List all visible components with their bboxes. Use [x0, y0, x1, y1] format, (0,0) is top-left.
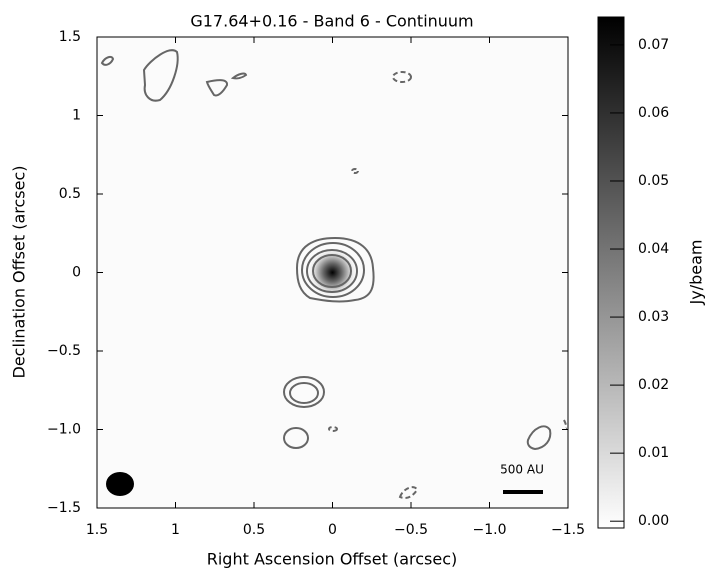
y-tick-label: −0.5: [47, 343, 81, 359]
colorbar-tick-label: 0.07: [638, 37, 669, 53]
colorbar-tick-label: 0.06: [638, 105, 669, 121]
contours: [100, 49, 568, 500]
x-tick-label: −0.5: [394, 522, 428, 538]
y-axis-label: Declination Offset (arcsec): [10, 166, 29, 379]
chart-title: G17.64+0.16 - Band 6 - Continuum: [190, 12, 473, 31]
y-tick-label: −1.5: [47, 500, 81, 516]
colorbar-tick-label: 0.01: [638, 445, 669, 461]
y-tick-label: 1: [72, 108, 81, 124]
colorbar-tick-label: 0.04: [638, 241, 669, 257]
x-tick-label: 0.5: [243, 522, 265, 538]
y-tick-label: 1.5: [59, 29, 81, 45]
colorbar-tick-label: 0.00: [638, 513, 669, 529]
x-tick-label: 1: [171, 522, 180, 538]
y-tick-label: 0.5: [59, 186, 81, 202]
colorbar: [597, 16, 625, 529]
x-tick-label: 0: [328, 522, 337, 538]
beam: [106, 472, 134, 496]
x-tick-label: 1.5: [86, 522, 108, 538]
colorbar-tick-label: 0.03: [638, 309, 669, 325]
colorbar-tick-label: 0.05: [638, 173, 669, 189]
y-tick-label: −1.0: [47, 422, 81, 438]
colorbar-tick-label: 0.02: [638, 377, 669, 393]
x-tick-label: −1.5: [551, 522, 585, 538]
y-tick-label: 0: [72, 265, 81, 281]
x-axis-label: Right Ascension Offset (arcsec): [207, 550, 458, 569]
colorbar-label: Jy/beam: [687, 240, 706, 306]
scale-bar-label: 500 AU: [500, 463, 544, 477]
x-tick-label: −1.0: [473, 522, 507, 538]
